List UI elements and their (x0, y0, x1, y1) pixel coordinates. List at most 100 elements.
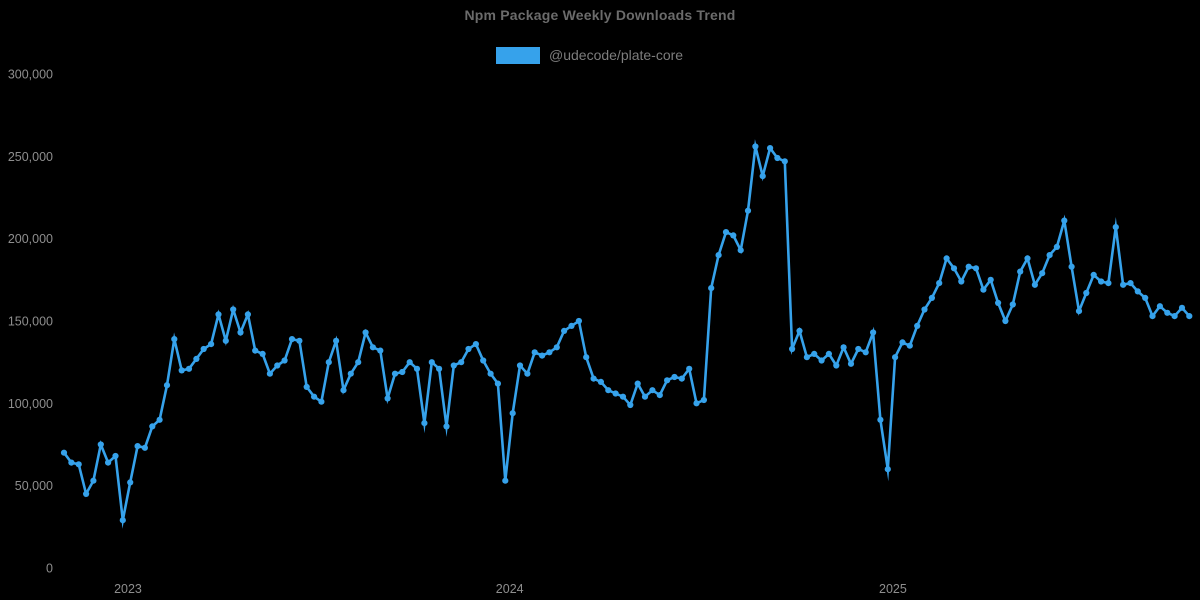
data-point-marker[interactable] (737, 247, 744, 254)
data-point-marker[interactable] (980, 286, 987, 293)
data-point-marker[interactable] (708, 285, 715, 292)
data-point-marker[interactable] (1105, 280, 1112, 287)
data-point-marker[interactable] (509, 410, 516, 417)
data-point-marker[interactable] (362, 329, 369, 336)
data-point-marker[interactable] (303, 383, 310, 390)
data-point-marker[interactable] (163, 382, 171, 389)
data-point-marker[interactable] (1090, 271, 1097, 278)
data-point-marker[interactable] (590, 375, 597, 382)
data-point-marker[interactable] (862, 349, 869, 356)
data-point-marker[interactable] (906, 342, 913, 349)
data-point-marker[interactable] (649, 387, 656, 394)
data-point-marker[interactable] (443, 423, 450, 430)
data-point-marker[interactable] (68, 459, 75, 466)
data-point-marker[interactable] (450, 362, 457, 369)
data-point-marker[interactable] (656, 392, 663, 399)
data-point-marker[interactable] (1134, 288, 1141, 295)
data-point-marker[interactable] (914, 322, 921, 329)
data-point-marker[interactable] (730, 232, 737, 239)
data-point-marker[interactable] (1127, 280, 1134, 287)
data-point-marker[interactable] (884, 466, 891, 473)
data-point-marker[interactable] (200, 345, 207, 353)
data-point-marker[interactable] (355, 359, 362, 366)
data-point-marker[interactable] (178, 367, 185, 374)
data-point-marker[interactable] (516, 362, 524, 369)
data-point-marker[interactable] (156, 416, 163, 423)
data-point-marker[interactable] (847, 360, 855, 367)
data-point-marker[interactable] (384, 395, 391, 402)
data-point-marker[interactable] (921, 306, 928, 313)
data-point-marker[interactable] (553, 344, 560, 351)
data-point-marker[interactable] (399, 368, 406, 376)
data-point-marker[interactable] (75, 461, 82, 468)
data-point-marker[interactable] (1178, 304, 1186, 311)
data-point-marker[interactable] (193, 355, 200, 362)
data-point-marker[interactable] (1046, 252, 1053, 259)
data-point-marker[interactable] (480, 357, 487, 364)
data-point-marker[interactable] (936, 280, 943, 287)
data-point-marker[interactable] (928, 294, 936, 301)
data-point-marker[interactable] (222, 337, 229, 344)
data-point-marker[interactable] (840, 344, 847, 351)
data-point-marker[interactable] (185, 365, 193, 372)
data-point-marker[interactable] (421, 420, 428, 427)
data-point-marker[interactable] (97, 441, 104, 448)
data-point-marker[interactable] (531, 349, 538, 356)
data-point-marker[interactable] (597, 378, 605, 385)
data-point-marker[interactable] (112, 452, 119, 460)
data-point-marker[interactable] (612, 390, 619, 397)
data-point-marker[interactable] (972, 265, 980, 272)
data-point-marker[interactable] (774, 154, 781, 162)
data-point-marker[interactable] (340, 387, 347, 394)
data-point-marker[interactable] (296, 337, 303, 344)
data-point-marker[interactable] (487, 370, 494, 377)
data-point-marker[interactable] (171, 336, 178, 343)
data-point-marker[interactable] (789, 345, 796, 353)
data-point-marker[interactable] (1164, 309, 1171, 316)
data-point-marker[interactable] (671, 373, 678, 381)
data-point-marker[interactable] (700, 396, 708, 404)
data-point-marker[interactable] (494, 380, 501, 387)
data-point-marker[interactable] (1039, 270, 1046, 277)
data-point-marker[interactable] (634, 380, 641, 387)
data-point-marker[interactable] (950, 265, 958, 272)
data-point-marker[interactable] (664, 377, 671, 384)
data-point-marker[interactable] (90, 477, 97, 484)
data-point-marker[interactable] (134, 443, 141, 450)
data-point-marker[interactable] (796, 327, 803, 334)
data-point-marker[interactable] (722, 229, 730, 236)
data-point-marker[interactable] (105, 459, 112, 466)
data-point-marker[interactable] (811, 350, 818, 357)
data-point-marker[interactable] (715, 252, 722, 259)
data-point-marker[interactable] (583, 354, 590, 361)
data-point-marker[interactable] (1053, 243, 1060, 250)
data-point-marker[interactable] (1031, 281, 1038, 288)
data-point-marker[interactable] (539, 352, 546, 359)
data-point-marker[interactable] (391, 370, 399, 377)
data-point-marker[interactable] (825, 350, 833, 357)
data-point-marker[interactable] (318, 398, 325, 405)
data-point-marker[interactable] (561, 327, 568, 334)
data-point-marker[interactable] (288, 336, 296, 343)
data-point-marker[interactable] (60, 449, 68, 456)
data-point-marker[interactable] (1098, 278, 1105, 285)
data-point-marker[interactable] (1075, 308, 1083, 315)
data-point-marker[interactable] (369, 344, 376, 351)
data-point-marker[interactable] (1120, 281, 1127, 288)
data-point-marker[interactable] (149, 423, 156, 430)
data-point-marker[interactable] (141, 444, 148, 451)
data-point-marker[interactable] (237, 329, 244, 336)
data-point-marker[interactable] (1083, 289, 1090, 297)
data-point-marker[interactable] (1017, 268, 1024, 275)
data-point-marker[interactable] (605, 387, 612, 394)
data-point-marker[interactable] (127, 479, 134, 486)
data-point-marker[interactable] (641, 393, 649, 400)
data-point-marker[interactable] (458, 359, 465, 366)
data-point-marker[interactable] (325, 359, 332, 366)
data-point-marker[interactable] (1068, 263, 1075, 270)
data-point-marker[interactable] (524, 370, 531, 377)
data-point-marker[interactable] (413, 365, 421, 372)
data-point-marker[interactable] (472, 341, 479, 348)
data-point-marker[interactable] (627, 401, 634, 409)
data-point-marker[interactable] (678, 375, 685, 382)
